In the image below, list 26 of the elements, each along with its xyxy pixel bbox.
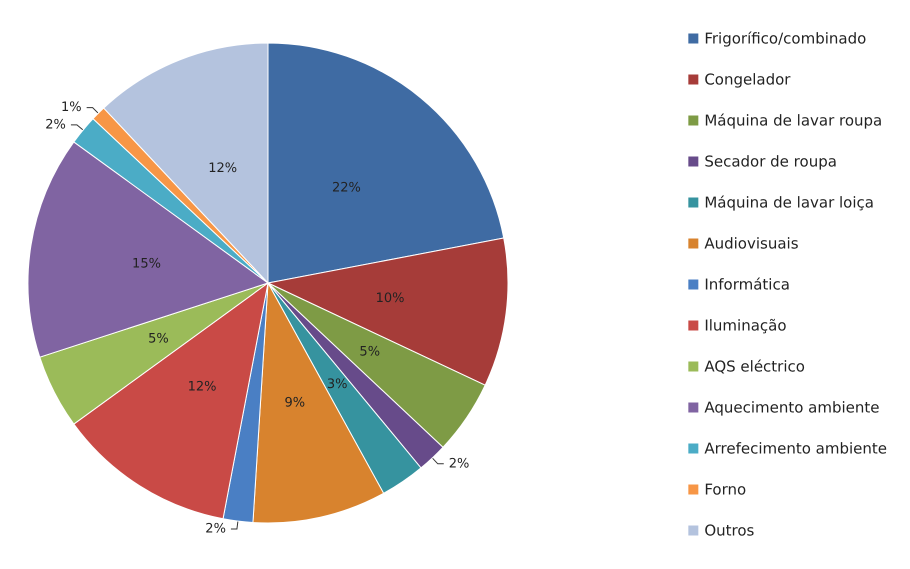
- data-label: 5%: [148, 331, 169, 346]
- legend-label: Iluminação: [704, 316, 787, 334]
- legend-label: Aquecimento ambiente: [704, 398, 880, 416]
- legend-label: Outros: [704, 522, 755, 540]
- legend-label: Audiovisuais: [704, 234, 799, 252]
- data-label: 22%: [332, 180, 361, 196]
- legend-label: Congelador: [704, 70, 792, 88]
- legend-label: Informática: [704, 276, 790, 294]
- data-label: 2%: [205, 522, 226, 537]
- legend-label: Forno: [704, 480, 746, 498]
- legend-label: Arrefecimento ambiente: [704, 440, 888, 458]
- data-label: 2%: [45, 117, 66, 132]
- data-label: 12%: [208, 161, 238, 176]
- data-label: 3%: [326, 377, 348, 392]
- data-label: 15%: [132, 256, 161, 272]
- data-label: 12%: [188, 379, 217, 394]
- legend-label: Frigorífico/combinado: [704, 30, 866, 48]
- data-label: 9%: [284, 396, 306, 411]
- data-label: 1%: [61, 100, 82, 116]
- legend-label: Máquina de lavar roupa: [704, 112, 882, 130]
- legend-label: Secador de roupa: [704, 152, 837, 170]
- data-label: 5%: [359, 344, 380, 360]
- data-label: 2%: [448, 456, 470, 472]
- legend-label: AQS eléctrico: [704, 358, 805, 376]
- data-label: 10%: [376, 290, 404, 306]
- legend-label: Máquina de lavar loiça: [704, 194, 874, 212]
